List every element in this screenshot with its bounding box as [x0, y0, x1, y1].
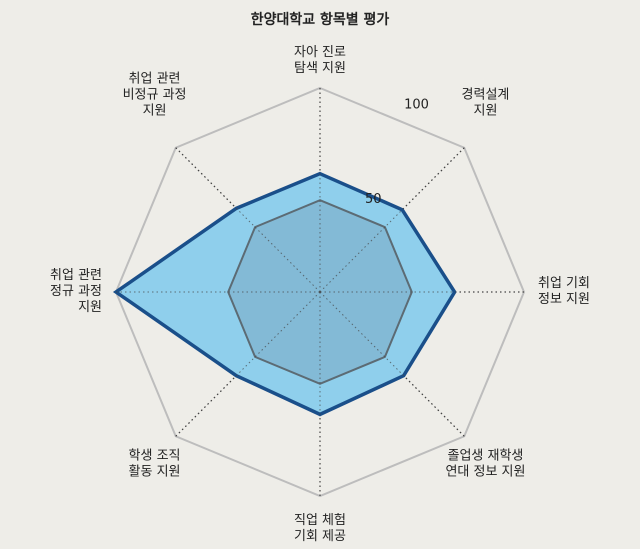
axis-label-line: 취업 관련	[129, 72, 181, 87]
axis-label-line: 취업 기회	[538, 276, 590, 291]
radar-tick-labels: 50 100	[365, 98, 429, 207]
axis-label-line: 졸업생 재학생	[448, 448, 524, 463]
axis-label-line: 활동 지원	[129, 464, 181, 479]
axis-label-line: 학생 조직	[129, 448, 181, 463]
axis-label-line: 지원	[474, 104, 498, 119]
axis-label-line: 취업 관련	[50, 268, 102, 283]
axis-label-line: 기회 제공	[294, 529, 346, 544]
axis-label-line: 탐색 지원	[294, 61, 346, 76]
axis-label-line: 지원	[78, 300, 102, 315]
radar-series	[112, 88, 524, 496]
axis-label-line: 직업 체험	[294, 513, 346, 528]
axis-label-line: 경력설계	[462, 88, 510, 103]
tick-label: 50	[365, 192, 382, 207]
axis-label-line: 지원	[143, 104, 167, 119]
axis-label-line: 정규 과정	[50, 284, 102, 299]
axis-label-line: 자아 진로	[294, 45, 346, 60]
tick-label: 100	[404, 98, 429, 113]
axis-label-line: 비정규 과정	[123, 88, 187, 103]
axis-label-line: 정보 지원	[538, 292, 590, 307]
axis-label-line: 연대 정보 지원	[445, 464, 525, 479]
chart-title: 한양대학교 항목별 평가	[251, 11, 390, 28]
